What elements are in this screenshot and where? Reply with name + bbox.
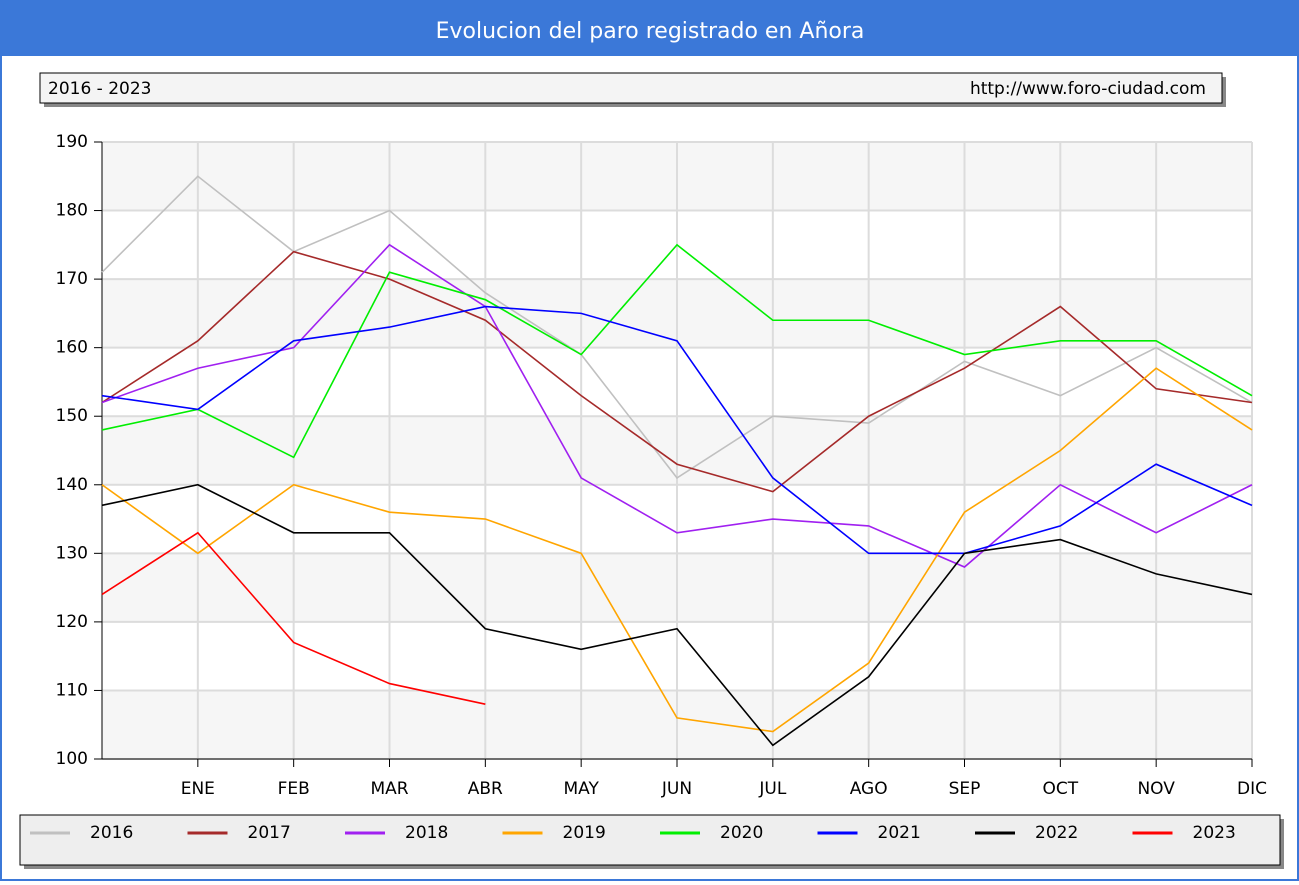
legend-label: 2019 bbox=[563, 823, 606, 843]
series-line bbox=[101, 305, 1253, 555]
y-tick-label: 100 bbox=[56, 749, 88, 769]
x-tick-label: JUL bbox=[758, 779, 786, 799]
y-tick-label: 120 bbox=[56, 612, 88, 632]
x-tick-label: ABR bbox=[468, 779, 503, 799]
y-tick-label: 160 bbox=[56, 338, 88, 358]
subtitle: 2016 - 2023 bbox=[48, 79, 151, 99]
series-line bbox=[101, 531, 486, 705]
y-tick-label: 140 bbox=[56, 475, 88, 495]
legend-label: 2018 bbox=[405, 823, 448, 843]
y-tick-label: 190 bbox=[56, 132, 88, 152]
series-line bbox=[101, 243, 1253, 459]
y-tick-label: 180 bbox=[56, 201, 88, 221]
legend-label: 2023 bbox=[1193, 823, 1236, 843]
legend-label: 2016 bbox=[90, 823, 133, 843]
x-tick-label: DIC bbox=[1237, 779, 1267, 799]
x-tick-label: OCT bbox=[1043, 779, 1079, 799]
subtitle-box bbox=[39, 72, 1223, 104]
series-line bbox=[101, 243, 1253, 568]
legend-box bbox=[19, 814, 1281, 866]
legend-label: 2022 bbox=[1035, 823, 1078, 843]
chart-title: Evolucion del paro registrado en Añora bbox=[436, 19, 865, 44]
x-tick-label: ENE bbox=[181, 779, 215, 799]
x-tick-label: MAY bbox=[563, 779, 599, 799]
x-tick-label: FEB bbox=[278, 779, 310, 799]
series-line bbox=[101, 367, 1253, 733]
series-line bbox=[101, 250, 1253, 493]
y-tick-label: 150 bbox=[56, 406, 88, 426]
x-tick-label: AGO bbox=[850, 779, 888, 799]
series-line bbox=[101, 483, 1253, 747]
legend-label: 2021 bbox=[878, 823, 921, 843]
y-tick-label: 170 bbox=[56, 269, 88, 289]
x-tick-label: JUN bbox=[661, 779, 692, 799]
y-tick-label: 110 bbox=[56, 680, 88, 700]
y-tick-label: 130 bbox=[56, 543, 88, 563]
source: http://www.foro-ciudad.com bbox=[970, 79, 1206, 99]
x-tick-label: SEP bbox=[949, 779, 981, 799]
header-bar bbox=[0, 0, 1299, 56]
legend-label: 2020 bbox=[720, 823, 763, 843]
x-tick-label: MAR bbox=[370, 779, 408, 799]
legend-label: 2017 bbox=[248, 823, 291, 843]
x-tick-label: NOV bbox=[1137, 779, 1175, 799]
